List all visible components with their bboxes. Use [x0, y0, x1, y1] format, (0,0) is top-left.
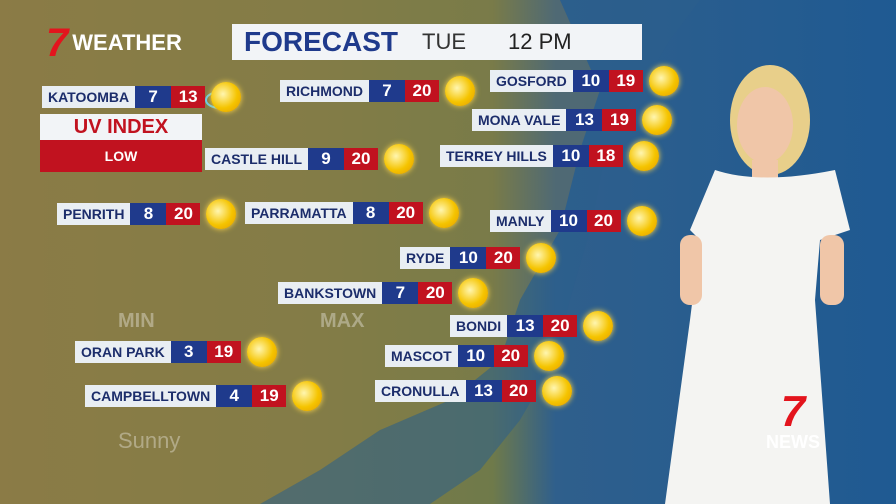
uv-panel: UV INDEX LOW: [40, 114, 202, 172]
min-temp: 13: [566, 109, 603, 131]
sun-icon: [626, 206, 657, 236]
min-temp: 4: [216, 385, 253, 407]
sun-icon: [246, 337, 277, 367]
presenter: [665, 65, 850, 504]
min-temp: 10: [552, 145, 589, 167]
news-logo: 7 NEWS: [766, 387, 820, 453]
location: KATOOMBA 7 13: [42, 82, 242, 112]
min-temp: 7: [135, 86, 172, 108]
location-name: CRONULLA: [375, 380, 466, 402]
max-temp: 18: [588, 145, 623, 167]
max-temp: 20: [418, 282, 453, 304]
location: PARRAMATTA 8 20: [245, 198, 459, 228]
sun-icon: [445, 76, 475, 106]
max-temp: 20: [388, 202, 423, 224]
location: PENRITH 8 20: [57, 199, 237, 229]
news-text: NEWS: [766, 432, 820, 452]
location: RICHMOND 7 20: [280, 76, 475, 106]
min-temp: 8: [130, 203, 167, 225]
location: RYDE 10 20: [400, 243, 557, 273]
location: CASTLE HILL 9 20: [205, 144, 414, 174]
location-name: MONA VALE: [472, 109, 567, 131]
uv-level: LOW: [40, 140, 202, 172]
location: MONA VALE 13 19: [472, 105, 673, 135]
location: BANKSTOWN 7 20: [278, 278, 489, 308]
location-name: MASCOT: [385, 345, 458, 367]
sun-icon: [526, 243, 557, 273]
max-temp: 20: [543, 315, 578, 337]
max-temp: 19: [608, 70, 643, 92]
location-name: MANLY: [490, 210, 551, 232]
min-temp: 10: [572, 70, 609, 92]
min-temp: 13: [507, 315, 544, 337]
sun-icon: [628, 141, 659, 171]
max-temp: 13: [171, 86, 206, 108]
sun-icon: [384, 144, 414, 174]
sun-icon: [541, 376, 572, 406]
location-name: KATOOMBA: [42, 86, 136, 108]
max-temp: 19: [206, 341, 241, 363]
brand: 7 WEATHER: [46, 21, 182, 65]
max-temp: 20: [344, 148, 378, 170]
ghost-condition: Sunny: [118, 428, 181, 453]
sun-icon: [206, 199, 237, 229]
ghost-max: MAX: [320, 310, 365, 332]
location: MANLY 10 20: [490, 206, 657, 236]
location: CRONULLA 13 20: [375, 376, 572, 406]
max-temp: 20: [501, 380, 536, 402]
location-name: RYDE: [400, 247, 451, 269]
sun-icon: [642, 105, 673, 135]
max-temp: 20: [493, 345, 528, 367]
location-name: BANKSTOWN: [278, 282, 383, 304]
sun-icon: [211, 82, 242, 112]
location-name: RICHMOND: [280, 80, 369, 102]
sun-icon: [458, 278, 489, 308]
location-name: CAMPBELLTOWN: [85, 385, 217, 407]
location-name: PARRAMATTA: [245, 202, 353, 224]
min-temp: 9: [308, 148, 344, 170]
location-name: TERREY HILLS: [440, 145, 553, 167]
min-temp: 10: [550, 210, 587, 232]
day: TUE: [422, 29, 466, 54]
sun-icon: [428, 198, 459, 228]
location-name: BONDI: [450, 315, 508, 337]
uv-title: UV INDEX: [40, 114, 202, 140]
min-temp: 10: [450, 247, 487, 269]
location-name: GOSFORD: [490, 70, 573, 92]
location: TERREY HILLS 10 18: [440, 141, 659, 171]
min-temp: 8: [352, 202, 389, 224]
title-bar: FORECAST TUE 12 PM: [232, 24, 642, 60]
location-name: CASTLE HILL: [205, 148, 308, 170]
sun-icon: [583, 311, 614, 341]
max-temp: 19: [252, 385, 287, 407]
min-temp: 3: [170, 341, 207, 363]
min-temp: 7: [369, 80, 405, 102]
sun-icon: [533, 341, 564, 371]
location: ORAN PARK 3 19: [75, 337, 277, 367]
min-temp: 10: [457, 345, 494, 367]
location: GOSFORD 10 19: [490, 66, 679, 96]
max-temp: 20: [586, 210, 621, 232]
max-temp: 20: [486, 247, 521, 269]
min-temp: 7: [382, 282, 419, 304]
location: BONDI 13 20: [450, 311, 614, 341]
location: MASCOT 10 20: [385, 341, 564, 371]
sun-icon: [648, 66, 679, 96]
location-name: PENRITH: [57, 203, 131, 225]
location: CAMPBELLTOWN 4 19: [85, 381, 323, 411]
time: 12 PM: [508, 29, 572, 54]
title: FORECAST: [244, 26, 398, 57]
min-temp: 13: [465, 380, 502, 402]
brand-text: WEATHER: [72, 30, 182, 55]
sun-icon: [292, 381, 323, 411]
max-temp: 19: [602, 109, 637, 131]
ghost-min: MIN: [118, 310, 155, 332]
location-name: ORAN PARK: [75, 341, 171, 363]
max-temp: 20: [166, 203, 201, 225]
max-temp: 20: [405, 80, 439, 102]
